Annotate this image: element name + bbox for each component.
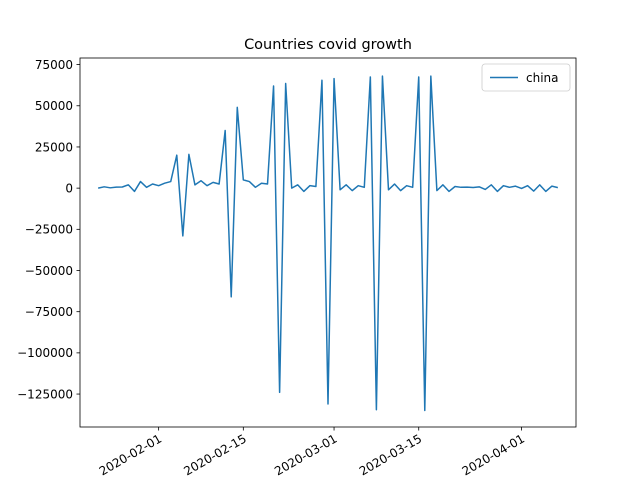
y-tick-label: 0 [65, 181, 73, 195]
legend: china [481, 63, 571, 92]
y-tick-label: −50000 [25, 264, 73, 278]
series-line-china [97, 75, 559, 412]
y-tick-label: −125000 [17, 387, 73, 401]
axes-frame [79, 57, 577, 428]
y-tick-label: 50000 [35, 99, 73, 113]
y-tick-label: −75000 [25, 305, 73, 319]
legend-label: china [526, 71, 559, 85]
plot-area [97, 75, 559, 412]
y-tick-label: −100000 [17, 346, 73, 360]
y-tick-label: −25000 [25, 223, 73, 237]
y-tick-label: 25000 [35, 140, 73, 154]
y-tick-label: 75000 [35, 58, 73, 72]
legend-box [481, 63, 571, 92]
chart-title: Countries covid growth [244, 37, 412, 53]
